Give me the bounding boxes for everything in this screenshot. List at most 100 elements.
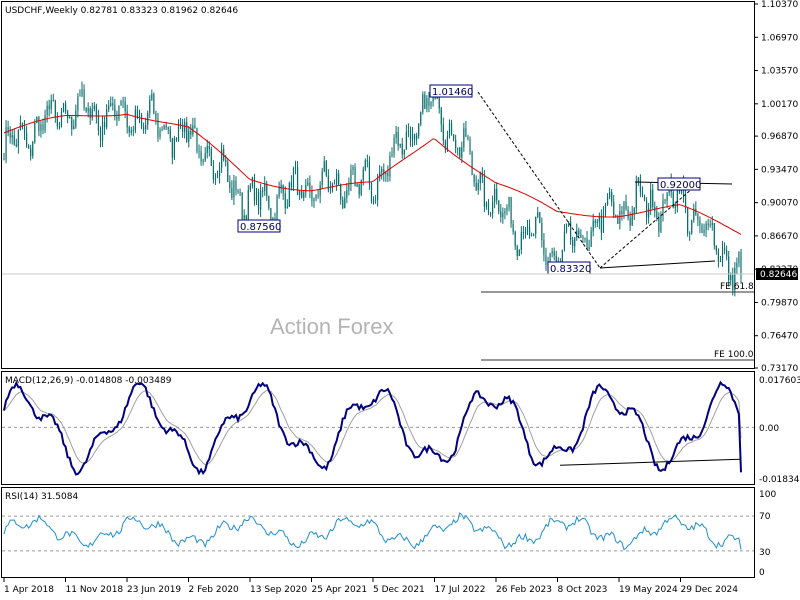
price-candle-body: [212, 165, 214, 180]
support-trend-line: [599, 260, 716, 269]
price-candle-body: [325, 161, 327, 176]
price-candle-body: [64, 103, 67, 112]
price-candle-body: [455, 139, 457, 149]
price-candle-body: [483, 177, 485, 207]
macd-line: [3, 380, 742, 476]
price-candle-body: [565, 223, 568, 232]
x-tick-label: 11 Nov 2018: [66, 585, 124, 595]
price-candle-body: [214, 177, 217, 180]
price-candle-body: [7, 127, 9, 133]
price-candle-body: [194, 125, 196, 129]
price-candle-body: [678, 188, 681, 193]
price-candle-body: [69, 116, 71, 119]
price-candle-body: [5, 127, 7, 160]
price-axis: 1.10370 1.06970 1.03570 1.00170 0.96870 0.934…: [754, 0, 798, 374]
price-candle-body: [561, 249, 563, 265]
price-candle-body: [461, 147, 463, 158]
price-candle-body: [284, 193, 286, 209]
price-candle-body: [85, 107, 87, 112]
price-candle-body: [485, 202, 488, 207]
symbol-header: USDCHF,Weekly 0.82781 0.83323 0.81962 0.…: [5, 6, 238, 16]
price-candle-body: [179, 122, 182, 125]
price-candle-body: [438, 97, 440, 109]
price-candle-body: [389, 156, 391, 177]
macd-layer: [2, 380, 754, 476]
price-candle-body: [245, 215, 247, 220]
price-candle-body: [539, 212, 541, 223]
fe-100-label: FE 100.0: [714, 350, 754, 360]
price-candle-body: [134, 109, 136, 131]
price-candle-body: [366, 160, 368, 162]
price-candle-body: [198, 151, 200, 153]
rsi-tick-0: 0: [759, 568, 765, 578]
price-candle-body: [58, 126, 61, 128]
x-tick-label: 23 Jun 2019: [127, 585, 181, 595]
price-candle-body: [138, 115, 141, 118]
price-candle-body: [574, 237, 576, 247]
price-candle-body: [397, 132, 399, 146]
price-candle-body: [286, 206, 288, 209]
price-candle-body: [660, 215, 662, 232]
price-candle-body: [323, 161, 325, 172]
price-candle-body: [732, 275, 734, 290]
price-candle-body: [77, 96, 79, 111]
price-candle-body: [701, 225, 703, 233]
price-candle-body: [15, 144, 17, 147]
price-candle-body: [730, 275, 732, 281]
price-candle-body: [338, 173, 340, 185]
price-candle-body: [687, 208, 689, 234]
price-candle-body: [112, 103, 114, 106]
price-candle-body: [243, 215, 245, 219]
svg-text:0.92000: 0.92000: [660, 180, 701, 191]
price-candle-body: [25, 133, 28, 146]
price-candle-body: [309, 182, 311, 191]
price-candle-body: [409, 130, 412, 140]
price-candle-body: [625, 201, 627, 210]
macd-tick-bottom: -0.01834: [759, 475, 800, 485]
price-candle-body: [91, 109, 93, 119]
price-candle-body: [726, 250, 728, 257]
price-candle-body: [342, 199, 344, 209]
price-candle-body: [377, 178, 379, 200]
x-tick-label: 19 May 2024: [619, 585, 678, 595]
price-candle-body: [664, 200, 666, 202]
price-candle-body: [740, 252, 742, 276]
price-candle-body: [524, 232, 527, 234]
price-candle-body: [588, 246, 590, 250]
price-candle-body: [407, 130, 410, 132]
price-candle-body: [719, 259, 722, 262]
price-candle-body: [709, 224, 711, 226]
price-candle-body: [319, 184, 321, 196]
price-candle-body: [335, 173, 338, 185]
price-candle-body: [132, 130, 134, 132]
price-candle-body: [348, 184, 350, 191]
price-candle-body: [674, 206, 676, 208]
price-candle-body: [184, 122, 186, 132]
price-candle-body: [149, 99, 151, 114]
price-candle-body: [23, 127, 26, 134]
price-candle-body: [463, 128, 465, 148]
rsi-title: RSI(14) 31.5084: [5, 492, 78, 502]
price-candle-body: [555, 255, 557, 263]
price-candle-body: [241, 192, 243, 219]
price-candle-body: [358, 183, 360, 195]
price-candle-body: [333, 183, 336, 185]
price-candle-body: [122, 101, 124, 103]
price-candle-body: [446, 136, 449, 150]
price-candle-body: [666, 193, 668, 202]
annotation-low-2023: 0.83320: [547, 261, 591, 275]
price-candle-body: [707, 223, 709, 225]
price-candle-body: [44, 115, 46, 131]
watermark: Action Forex: [270, 314, 394, 339]
price-candle-body: [430, 101, 432, 106]
price-candle-body: [531, 235, 533, 237]
price-candle-body: [354, 166, 356, 187]
price-candle-body: [641, 191, 644, 196]
price-candle-body: [615, 215, 617, 217]
price-candle-body: [79, 95, 81, 97]
price-candle-body: [506, 207, 508, 212]
price-candle-body: [40, 124, 42, 132]
price-candle-body: [379, 171, 381, 179]
price-tick-label: 1.06970: [761, 33, 798, 43]
